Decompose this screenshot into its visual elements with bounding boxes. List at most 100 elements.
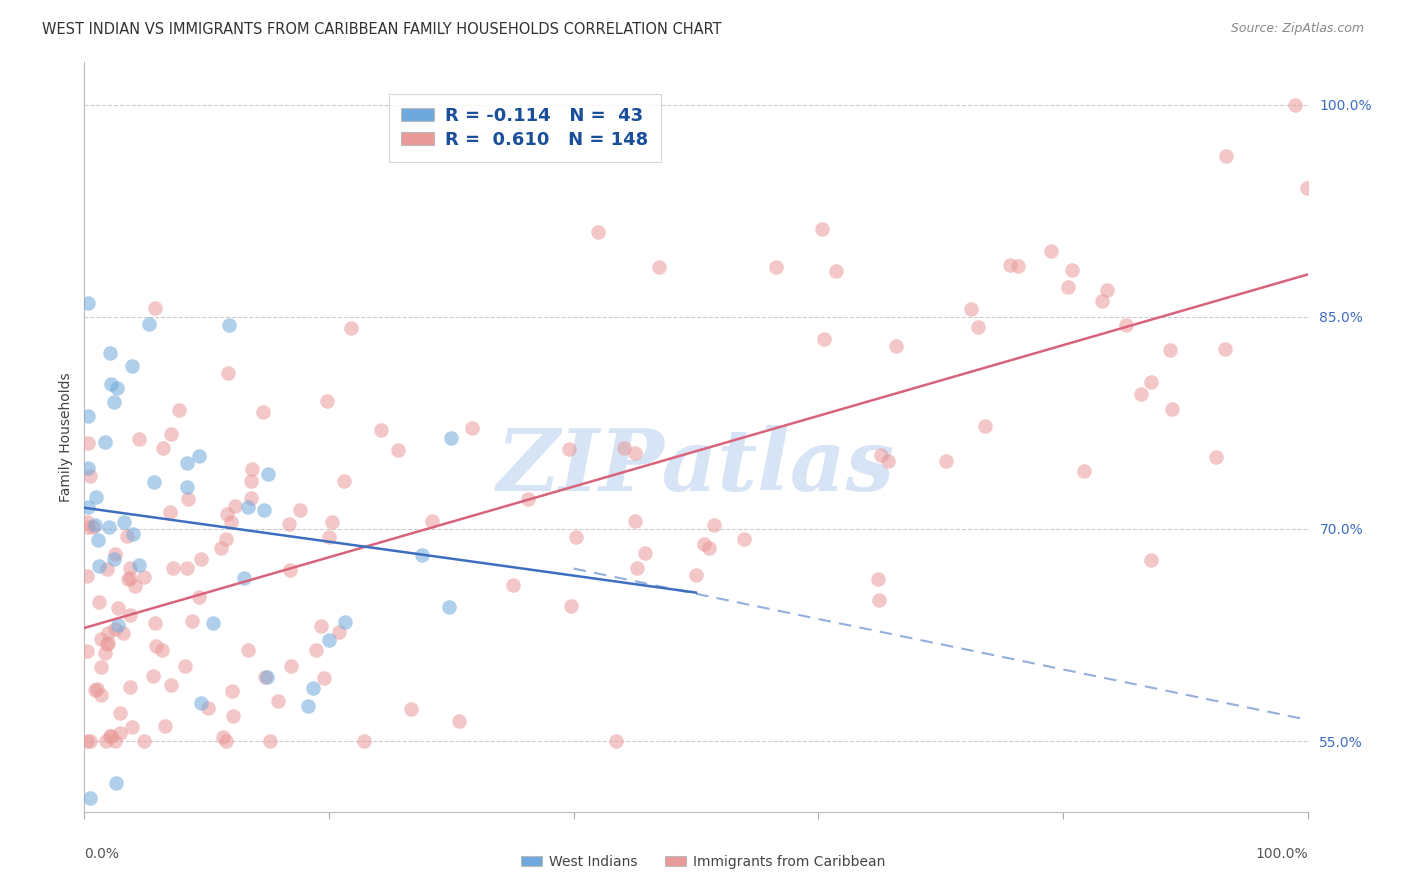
Point bbox=[100, 729, 122, 743]
Point bbox=[112, 515, 135, 529]
Point bbox=[180, 614, 202, 628]
Point bbox=[215, 507, 238, 521]
Point bbox=[97, 636, 120, 650]
Point bbox=[321, 515, 343, 529]
Point bbox=[565, 530, 588, 544]
Point bbox=[187, 591, 209, 605]
Point bbox=[96, 562, 118, 576]
Point bbox=[128, 558, 150, 572]
Point bbox=[94, 435, 117, 450]
Point bbox=[624, 446, 647, 460]
Point bbox=[278, 563, 301, 577]
Point bbox=[1040, 244, 1063, 259]
Point bbox=[440, 432, 463, 446]
Point bbox=[77, 520, 100, 534]
Point bbox=[765, 260, 787, 274]
Point bbox=[79, 734, 101, 748]
Point bbox=[253, 503, 276, 517]
Legend: West Indians, Immigrants from Caribbean: West Indians, Immigrants from Caribbean bbox=[515, 848, 891, 876]
Point bbox=[121, 720, 143, 734]
Point bbox=[84, 683, 107, 698]
Point bbox=[197, 700, 219, 714]
Point bbox=[502, 578, 524, 592]
Point bbox=[217, 366, 239, 380]
Point bbox=[214, 532, 236, 546]
Legend: R = -0.114   N =  43, R =  0.610   N = 148: R = -0.114 N = 43, R = 0.610 N = 148 bbox=[389, 94, 661, 161]
Point bbox=[605, 734, 627, 748]
Point bbox=[387, 443, 409, 458]
Point bbox=[460, 420, 482, 434]
Point bbox=[138, 317, 160, 331]
Point bbox=[103, 548, 125, 562]
Point bbox=[104, 623, 127, 637]
Point bbox=[869, 448, 891, 462]
Point bbox=[162, 561, 184, 575]
Point bbox=[1091, 294, 1114, 309]
Y-axis label: Family Households: Family Households bbox=[59, 372, 73, 502]
Point bbox=[353, 734, 375, 748]
Point bbox=[1213, 343, 1236, 357]
Point bbox=[77, 460, 100, 475]
Point bbox=[107, 601, 129, 615]
Point bbox=[105, 776, 128, 790]
Point bbox=[83, 518, 105, 533]
Point bbox=[309, 619, 332, 633]
Point bbox=[90, 689, 112, 703]
Point bbox=[218, 318, 240, 332]
Point bbox=[288, 502, 311, 516]
Point bbox=[108, 726, 131, 740]
Point bbox=[437, 599, 460, 614]
Text: 0.0%: 0.0% bbox=[84, 847, 120, 861]
Point bbox=[318, 633, 340, 648]
Point bbox=[297, 699, 319, 714]
Point bbox=[160, 678, 183, 692]
Point bbox=[167, 403, 190, 417]
Point bbox=[810, 222, 832, 236]
Point bbox=[967, 319, 990, 334]
Point bbox=[132, 847, 155, 862]
Point bbox=[240, 462, 263, 476]
Point bbox=[447, 714, 470, 729]
Point bbox=[209, 541, 232, 556]
Point bbox=[733, 532, 755, 546]
Point bbox=[252, 405, 274, 419]
Point bbox=[813, 332, 835, 346]
Point bbox=[201, 615, 224, 630]
Point bbox=[240, 474, 263, 488]
Point bbox=[188, 449, 211, 463]
Point bbox=[516, 492, 538, 507]
Point bbox=[215, 734, 238, 748]
Point bbox=[117, 572, 139, 586]
Point bbox=[1140, 375, 1163, 389]
Point bbox=[1140, 553, 1163, 567]
Point bbox=[219, 515, 242, 529]
Point bbox=[1129, 386, 1152, 401]
Point bbox=[277, 517, 299, 532]
Point bbox=[103, 551, 125, 566]
Point bbox=[1073, 464, 1095, 478]
Point bbox=[1215, 149, 1237, 163]
Point bbox=[211, 731, 233, 745]
Point bbox=[328, 625, 350, 640]
Point bbox=[98, 346, 121, 360]
Point bbox=[145, 639, 167, 653]
Point bbox=[77, 500, 100, 514]
Point bbox=[104, 734, 127, 748]
Point bbox=[115, 529, 138, 543]
Point bbox=[111, 625, 134, 640]
Point bbox=[94, 646, 117, 660]
Point bbox=[90, 632, 112, 646]
Point bbox=[96, 734, 118, 748]
Point bbox=[333, 474, 356, 488]
Point bbox=[160, 427, 183, 442]
Point bbox=[586, 225, 609, 239]
Point bbox=[634, 546, 657, 560]
Point bbox=[612, 441, 634, 455]
Point bbox=[960, 301, 983, 316]
Point bbox=[76, 515, 98, 529]
Point bbox=[150, 643, 173, 657]
Point bbox=[177, 491, 200, 506]
Point bbox=[257, 467, 280, 481]
Point bbox=[869, 592, 891, 607]
Point bbox=[90, 660, 112, 674]
